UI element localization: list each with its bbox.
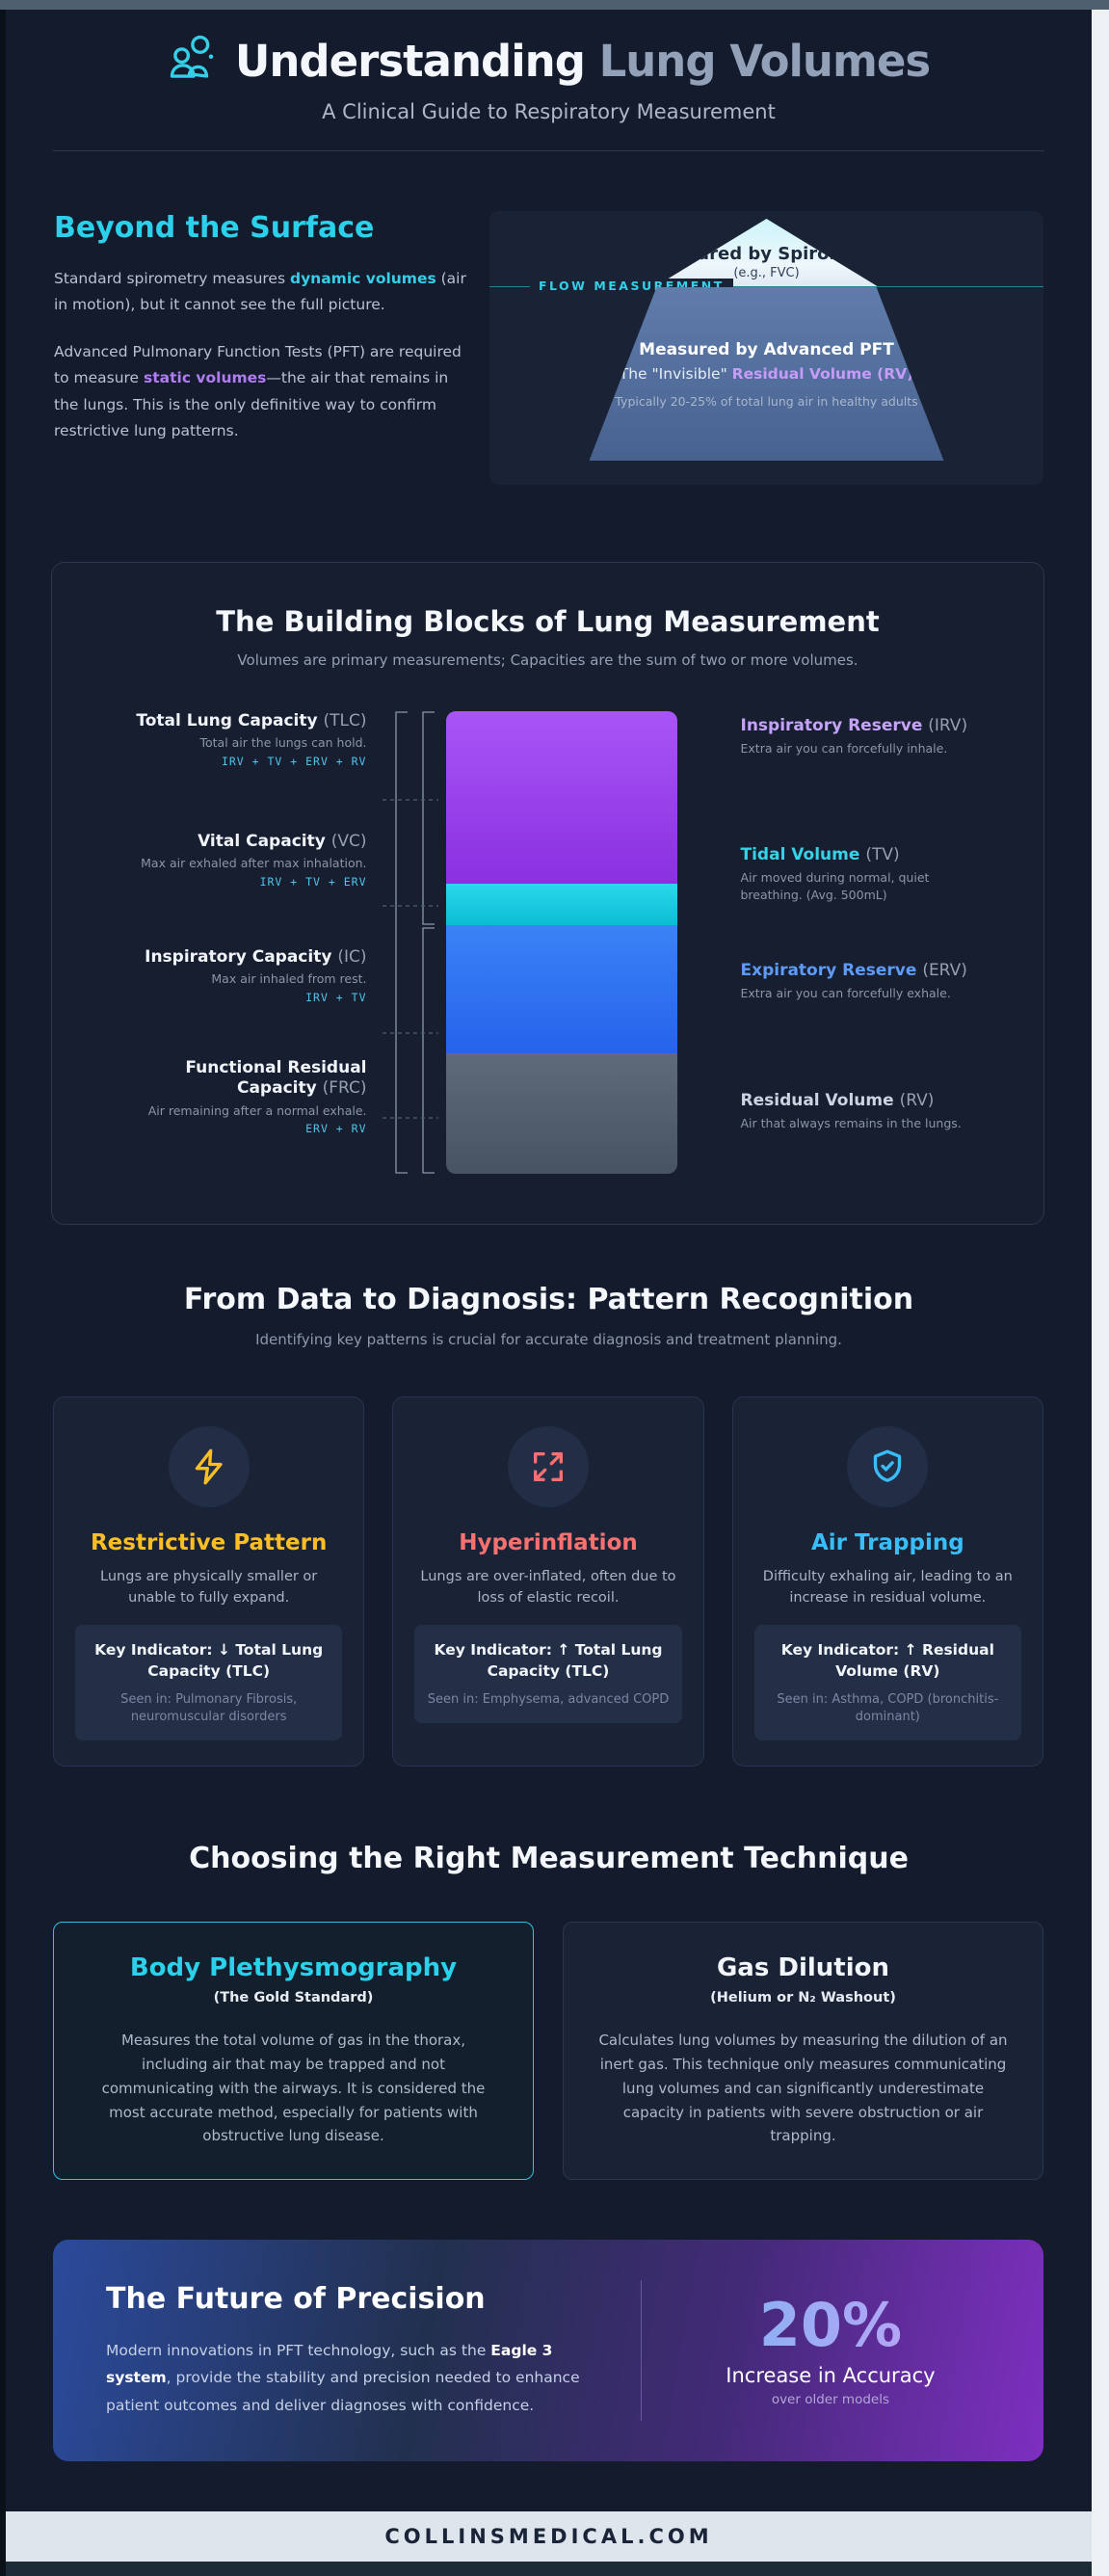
technique-card-body: Calculates lung volumes by measuring the… [598,2032,1008,2145]
technique-card-subtitle: (The Gold Standard) [213,1990,374,2006]
capacity-brackets [382,711,438,1174]
card-hyperinflation: Hyperinflation Lungs are over-inflated, … [392,1396,704,1767]
accuracy-stat: 20% Increase in Accuracy over older mode… [640,2280,990,2422]
capacity-label-vc: Vital Capacity (VC) Max air exhaled afte… [141,831,367,889]
pattern-card-desc: Lungs are physically smaller or unable t… [100,1569,318,1606]
volume-label-rv: Residual Volume (RV) Air that always rem… [740,1090,962,1130]
expand-arrows-icon [507,1426,589,1507]
blocks-title: The Building Blocks of Lung Measurement [216,605,880,638]
card-gas-dilution: Gas Dilution (Helium or N₂ Washout) Calc… [563,1922,1043,2181]
bar-segment-rv [445,1052,677,1174]
capacity-labels-column: Total Lung Capacity (TLC) Total air the … [115,711,367,1174]
flow-measurement-line [489,286,1043,287]
advanced-pft-trapezoid: Measured by Advanced PFT The "Invisible"… [589,287,944,461]
card-body-plethysmography: Body Plethysmography (The Gold Standard)… [53,1922,534,2181]
pattern-card-title: Restrictive Pattern [90,1530,328,1555]
page-bottom-edge [6,2562,1092,2576]
volume-label-erv: Expiratory Reserve (ERV) Extra air you c… [740,961,967,1001]
technique-card-body: Measures the total volume of gas in the … [101,2032,486,2145]
capacity-label-tlc: Total Lung Capacity (TLC) Total air the … [136,711,367,769]
technique-card-title: Gas Dilution [716,1953,890,1983]
website-url: COLLINSMEDICAL.COM [384,2525,713,2549]
stat-value: 20% [671,2294,990,2356]
iceberg-diagram: Measured by Spirometry (e.g., FVC) FLOW … [489,211,1043,485]
lung-volume-diagram: Total Lung Capacity (TLC) Total air the … [91,711,1005,1174]
volume-labels-column: Inspiratory Reserve (IRV) Extra air you … [741,711,982,1174]
footer: COLLINSMEDICAL.COM [6,2511,1092,2563]
stat-subtext: over older models [771,2392,890,2408]
card-air-trapping: Air Trapping Difficulty exhaling air, le… [731,1396,1043,1767]
capacity-label-frc: Functional Residual Capacity (FRC) Air r… [147,1058,367,1136]
patterns-title: From Data to Diagnosis: Pattern Recognit… [183,1283,914,1316]
key-indicator-box: Key Indicator: ↑ Residual Volume (RV) Se… [753,1625,1021,1741]
technique-cards: Body Plethysmography (The Gold Standard)… [53,1922,1043,2181]
volume-label-irv: Inspiratory Reserve (IRV) Extra air you … [740,715,968,757]
intro-paragraph-1: Standard spirometry measures dynamic vol… [54,270,466,314]
intro-paragraph-2: Advanced Pulmonary Function Tests (PFT) … [54,343,462,439]
spirometry-triangle: Measured by Spirometry (e.g., FVC) [655,219,878,286]
patterns-subtitle: Identifying key patterns is crucial for … [255,1331,842,1348]
infographic-page: Understanding Lung Volumes A Clinical Gu… [0,10,1092,2576]
lightning-icon [168,1426,250,1507]
pattern-card-desc: Lungs are over-inflated, often due to lo… [420,1569,676,1606]
card-restrictive-pattern: Restrictive Pattern Lungs are physically… [53,1396,365,1767]
intro-heading: Beyond the Surface [54,211,375,245]
bar-segment-erv [445,925,677,1053]
stacked-volume-bar [445,711,677,1174]
pattern-cards: Restrictive Pattern Lungs are physically… [53,1396,1043,1767]
building-blocks-panel: The Building Blocks of Lung Measurement … [51,562,1044,1225]
banner-title: The Future of Precision [106,2281,486,2316]
lungs-logo-icon [168,33,220,89]
banner-body: Modern innovations in PFT technology, su… [106,2341,580,2414]
header-divider [53,150,1044,151]
header: Understanding Lung Volumes A Clinical Gu… [6,10,1092,151]
scrollbar[interactable] [1092,10,1109,2576]
capacity-label-ic: Inspiratory Capacity (IC) Max air inhale… [145,946,367,1004]
technique-card-title: Body Plethysmography [129,1953,458,1983]
page-title: Understanding Lung Volumes [234,35,931,87]
techniques-title: Choosing the Right Measurement Technique [189,1842,909,1876]
volume-label-tv: Tidal Volume (TV) Air moved during norma… [740,845,930,902]
technique-card-subtitle: (Helium or N₂ Washout) [710,1990,896,2006]
browser-chrome-edge [0,0,1109,10]
bar-segment-tv [445,884,677,926]
shield-check-icon [847,1426,929,1507]
page-subtitle: A Clinical Guide to Respiratory Measurem… [322,100,776,123]
blocks-subtitle: Volumes are primary measurements; Capaci… [237,651,858,669]
pattern-card-desc: Difficulty exhaling air, leading to an i… [762,1569,1013,1606]
key-indicator-box: Key Indicator: ↑ Total Lung Capacity (TL… [414,1625,682,1724]
key-indicator-box: Key Indicator: ↓ Total Lung Capacity (TL… [75,1625,343,1741]
pattern-card-title: Air Trapping [810,1530,964,1555]
future-banner: The Future of Precision Modern innovatio… [53,2240,1043,2462]
stat-label: Increase in Accuracy [726,2364,936,2388]
bar-segment-irv [445,711,677,885]
pattern-card-title: Hyperinflation [459,1530,638,1555]
intro-section: Beyond the Surface Standard spirometry m… [54,211,1043,485]
